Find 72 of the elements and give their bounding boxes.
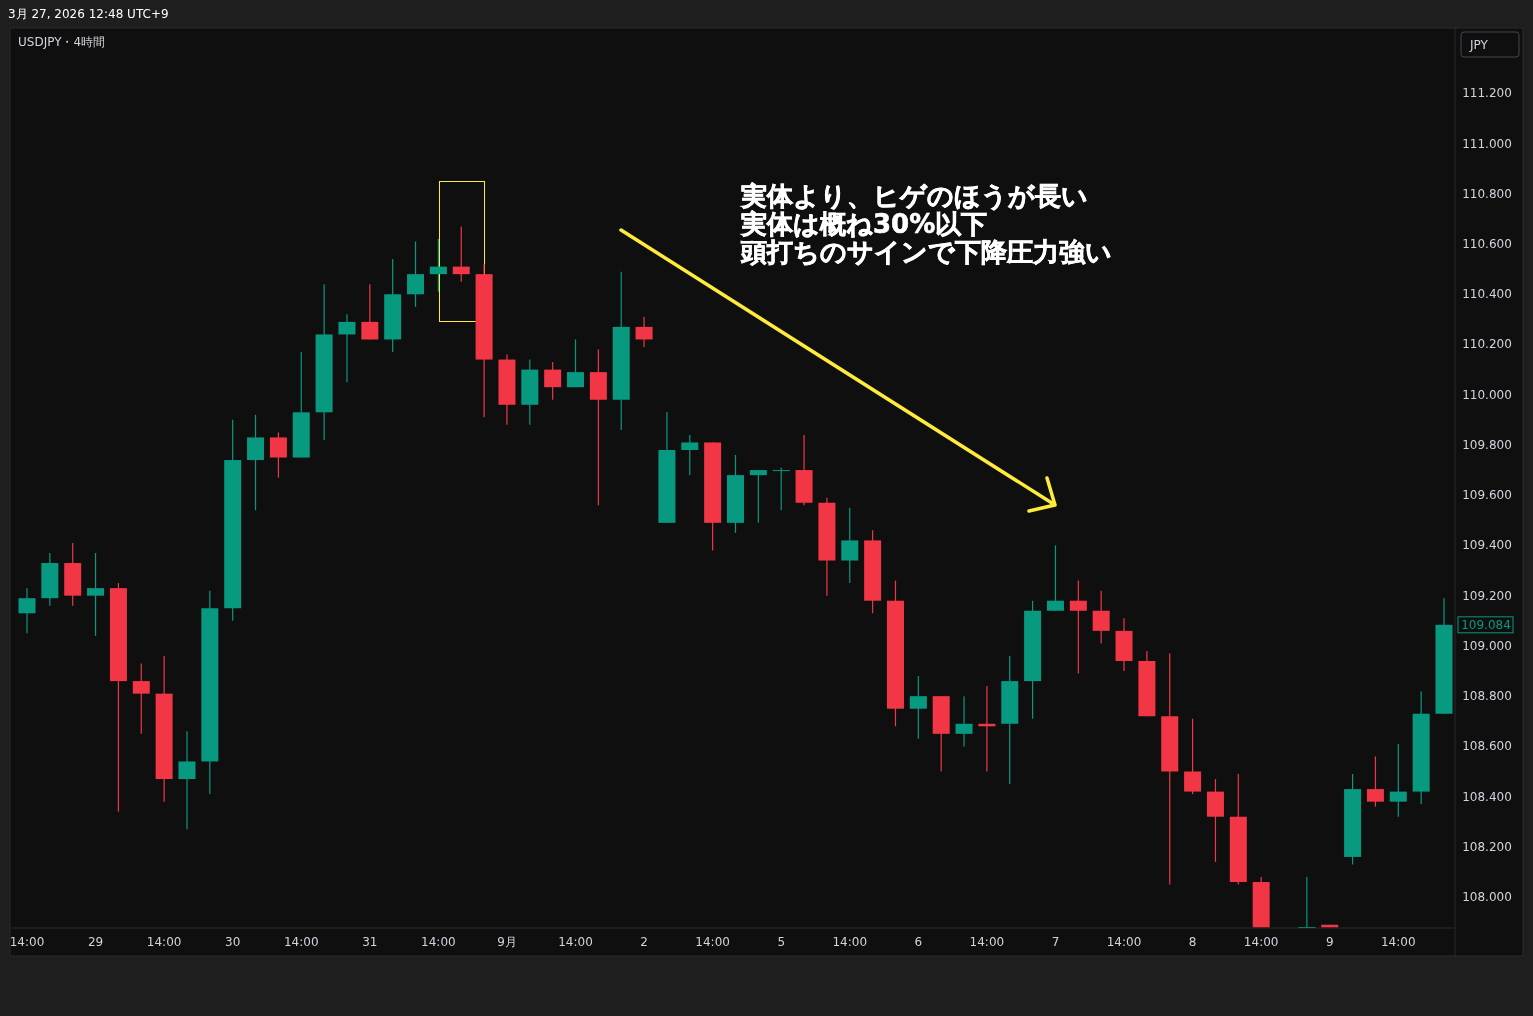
y-tick-label: 111.000 xyxy=(1462,136,1512,151)
y-tick-label: 110.800 xyxy=(1462,186,1512,201)
x-tick-label: 14:00 xyxy=(421,935,456,949)
y-tick-label: 109.400 xyxy=(1462,538,1512,553)
candlestick xyxy=(681,434,699,476)
y-tick-label: 108.000 xyxy=(1462,890,1512,905)
y-tick-label: 109.000 xyxy=(1462,638,1512,653)
y-tick-label: 108.400 xyxy=(1462,789,1512,804)
x-tick-label: 14:00 xyxy=(832,935,868,949)
y-tick-label: 109.200 xyxy=(1462,588,1512,603)
candlestick xyxy=(361,283,379,341)
candlestick xyxy=(749,469,767,524)
x-tick-label: 9 xyxy=(1325,935,1334,949)
x-tick-label: 30 xyxy=(225,935,241,949)
x-tick-label: 2 xyxy=(640,935,648,949)
candlestick xyxy=(1184,718,1202,795)
candlestick xyxy=(567,338,585,388)
x-tick-label: 8 xyxy=(1188,935,1197,949)
x-tick-label: 14:00 xyxy=(969,935,1005,949)
y-tick-label: 108.800 xyxy=(1462,689,1512,704)
x-tick-label: 7 xyxy=(1051,935,1060,949)
x-tick-label: 14:00 xyxy=(283,935,319,949)
y-tick-label: 108.600 xyxy=(1462,739,1512,754)
candlestick xyxy=(338,313,356,383)
candlestick xyxy=(955,695,973,747)
candlestick xyxy=(1046,544,1064,612)
candlestick xyxy=(407,240,425,308)
x-tick-label: 29 xyxy=(87,935,104,949)
y-axis-title: JPY xyxy=(1469,38,1489,52)
candlestick xyxy=(635,316,653,348)
text: 109.084 xyxy=(1461,617,1511,632)
candlestick xyxy=(772,466,790,511)
y-tick-label: 109.800 xyxy=(1462,437,1512,452)
x-tick-label: 14:00 xyxy=(9,935,45,949)
candlestick xyxy=(247,414,265,511)
candlestick xyxy=(429,238,447,293)
candlestick xyxy=(452,225,470,283)
candlestick xyxy=(1092,590,1110,645)
annotation: 頭打ちのサインで下降圧力強い xyxy=(740,237,1112,267)
candlestick xyxy=(87,552,105,637)
x-tick-label: 14:00 xyxy=(695,935,730,949)
candlestick xyxy=(18,587,36,634)
candlestick xyxy=(1069,580,1087,675)
candlestick xyxy=(1298,876,1316,928)
y-tick-label: 111.200 xyxy=(1462,86,1512,101)
x-tick-label: 31 xyxy=(362,935,378,949)
y-tick-label: 110.200 xyxy=(1462,337,1512,352)
x-tick-label: 14:00 xyxy=(1106,935,1142,949)
candlestick xyxy=(909,675,927,740)
x-tick-label: 6 xyxy=(914,935,923,949)
x-tick-label: 9月 xyxy=(497,935,517,949)
candlestick xyxy=(269,431,287,479)
chart-subtitle: 3月 27, 2026 12:48 UTC+9 xyxy=(8,7,169,21)
candlestick xyxy=(544,361,562,401)
y-tick-label: 110.600 xyxy=(1462,237,1512,252)
x-tick-label: 14:00 xyxy=(558,935,593,949)
x-tick-label: 14:00 xyxy=(1380,935,1416,949)
y-tick-label: 110.400 xyxy=(1462,287,1512,302)
candlestick xyxy=(132,662,150,735)
y-tick-label: 109.600 xyxy=(1462,488,1512,503)
x-tick-label: 14:00 xyxy=(1243,935,1279,949)
x-tick-label: 5 xyxy=(777,935,786,949)
annotation: 実体より、ヒゲのほうが長い xyxy=(740,181,1088,211)
candlestick xyxy=(841,507,859,584)
x-tick-label: 14:00 xyxy=(146,935,182,949)
candlestick xyxy=(1366,755,1384,808)
candlestick xyxy=(1389,743,1407,818)
y-tick-label: 108.200 xyxy=(1462,839,1512,854)
y-tick-label: 110.000 xyxy=(1462,387,1512,402)
annotation: 実体は概ね30%以下 xyxy=(740,209,988,239)
candlestick xyxy=(178,730,196,830)
text: USDJPY・4時間 xyxy=(18,35,106,49)
